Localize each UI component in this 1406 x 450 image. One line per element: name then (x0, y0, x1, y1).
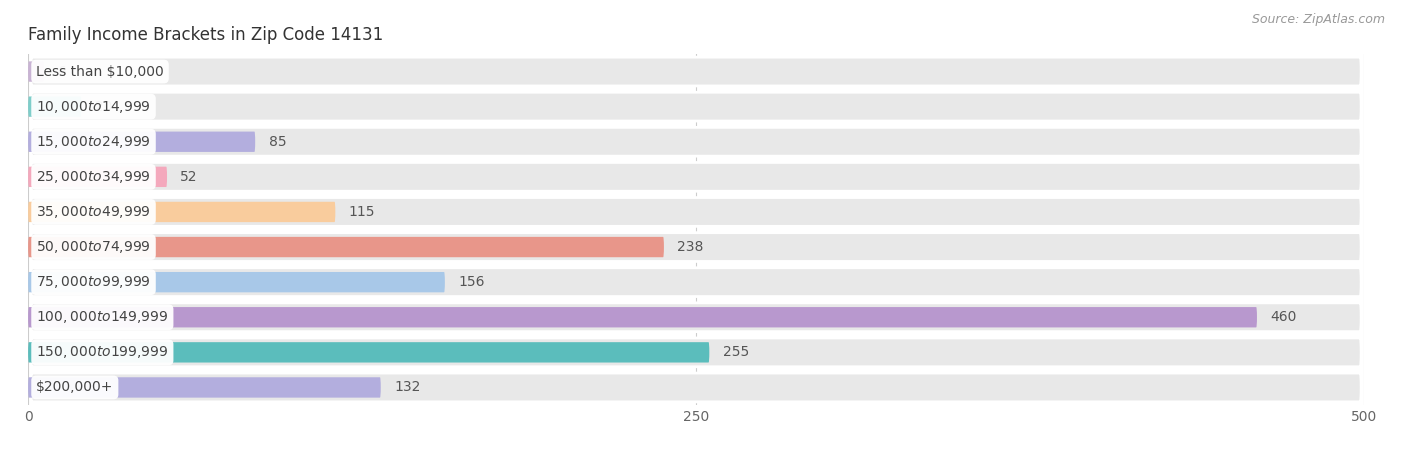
FancyBboxPatch shape (28, 96, 82, 117)
Text: $200,000+: $200,000+ (37, 380, 114, 395)
Text: 255: 255 (723, 345, 749, 360)
Text: 460: 460 (1271, 310, 1296, 324)
FancyBboxPatch shape (28, 202, 336, 222)
FancyBboxPatch shape (28, 61, 44, 82)
Text: 6: 6 (58, 64, 66, 79)
Text: Family Income Brackets in Zip Code 14131: Family Income Brackets in Zip Code 14131 (28, 26, 384, 44)
Text: $10,000 to $14,999: $10,000 to $14,999 (37, 99, 150, 115)
FancyBboxPatch shape (31, 92, 1361, 121)
Text: 238: 238 (678, 240, 703, 254)
Text: 156: 156 (458, 275, 485, 289)
FancyBboxPatch shape (31, 233, 1361, 261)
Text: $15,000 to $24,999: $15,000 to $24,999 (37, 134, 150, 150)
FancyBboxPatch shape (28, 131, 256, 152)
Text: 52: 52 (180, 170, 198, 184)
FancyBboxPatch shape (31, 303, 1361, 332)
FancyBboxPatch shape (28, 342, 710, 363)
FancyBboxPatch shape (31, 373, 1361, 402)
Text: $25,000 to $34,999: $25,000 to $34,999 (37, 169, 150, 185)
FancyBboxPatch shape (31, 127, 1361, 156)
Text: $50,000 to $74,999: $50,000 to $74,999 (37, 239, 150, 255)
FancyBboxPatch shape (31, 198, 1361, 226)
FancyBboxPatch shape (28, 166, 167, 187)
Text: 115: 115 (349, 205, 375, 219)
FancyBboxPatch shape (28, 377, 381, 398)
Text: 20: 20 (96, 99, 112, 114)
Text: Source: ZipAtlas.com: Source: ZipAtlas.com (1251, 14, 1385, 27)
Text: 132: 132 (394, 380, 420, 395)
Text: $35,000 to $49,999: $35,000 to $49,999 (37, 204, 150, 220)
Text: $100,000 to $149,999: $100,000 to $149,999 (37, 309, 169, 325)
FancyBboxPatch shape (31, 338, 1361, 367)
Text: 85: 85 (269, 135, 287, 149)
FancyBboxPatch shape (31, 57, 1361, 86)
FancyBboxPatch shape (28, 272, 444, 292)
Text: $75,000 to $99,999: $75,000 to $99,999 (37, 274, 150, 290)
Text: $150,000 to $199,999: $150,000 to $199,999 (37, 344, 169, 360)
FancyBboxPatch shape (28, 307, 1257, 328)
FancyBboxPatch shape (31, 268, 1361, 297)
Text: Less than $10,000: Less than $10,000 (37, 64, 165, 79)
FancyBboxPatch shape (28, 237, 664, 257)
FancyBboxPatch shape (31, 162, 1361, 191)
